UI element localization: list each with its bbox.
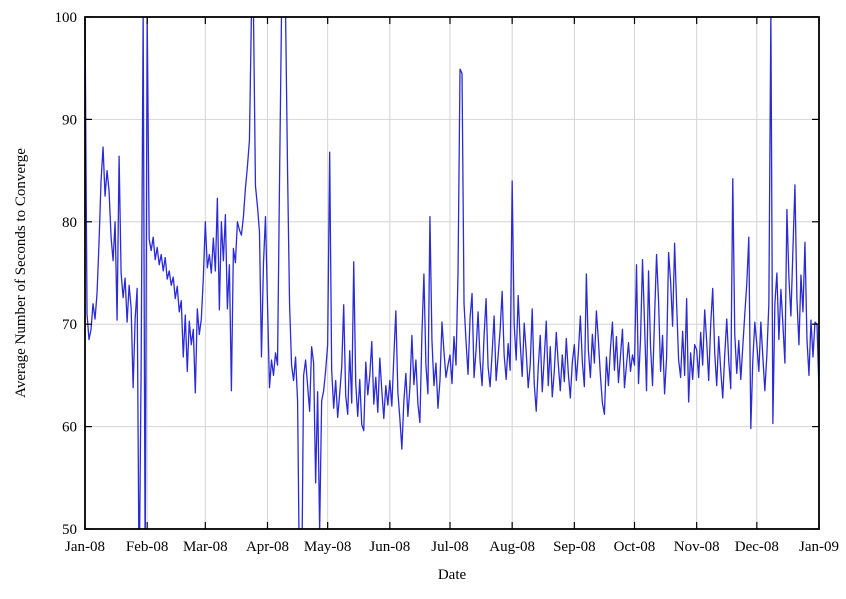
x-tick-label: May-08 bbox=[304, 539, 352, 555]
y-tick-label: 90 bbox=[62, 112, 77, 128]
x-tick-label: Nov-08 bbox=[674, 539, 720, 555]
y-tick-label: 60 bbox=[62, 420, 77, 436]
x-tick-label: Apr-08 bbox=[246, 539, 289, 555]
x-tick-label: Jun-08 bbox=[369, 539, 410, 555]
data-series-line bbox=[85, 17, 819, 529]
y-tick-label: 50 bbox=[62, 522, 77, 538]
x-tick-label: Jan-09 bbox=[799, 539, 839, 555]
y-tick-label: 100 bbox=[55, 10, 78, 26]
x-tick-label: Jul-08 bbox=[431, 539, 469, 555]
y-tick-label: 80 bbox=[62, 215, 77, 231]
y-tick-label: 70 bbox=[62, 317, 77, 333]
x-axis-title: Date bbox=[438, 567, 467, 583]
x-tick-label: Sep-08 bbox=[553, 539, 596, 555]
x-tick-label: Aug-08 bbox=[489, 539, 535, 555]
x-tick-label: Jan-08 bbox=[65, 539, 105, 555]
y-axis-title: Average Number of Seconds to Converge bbox=[13, 148, 29, 398]
plot-frame bbox=[84, 16, 820, 530]
x-tick-label: Feb-08 bbox=[126, 539, 169, 555]
x-tick-label: Dec-08 bbox=[735, 539, 779, 555]
x-tick-label: Oct-08 bbox=[614, 539, 656, 555]
x-tick-label: Mar-08 bbox=[183, 539, 228, 555]
